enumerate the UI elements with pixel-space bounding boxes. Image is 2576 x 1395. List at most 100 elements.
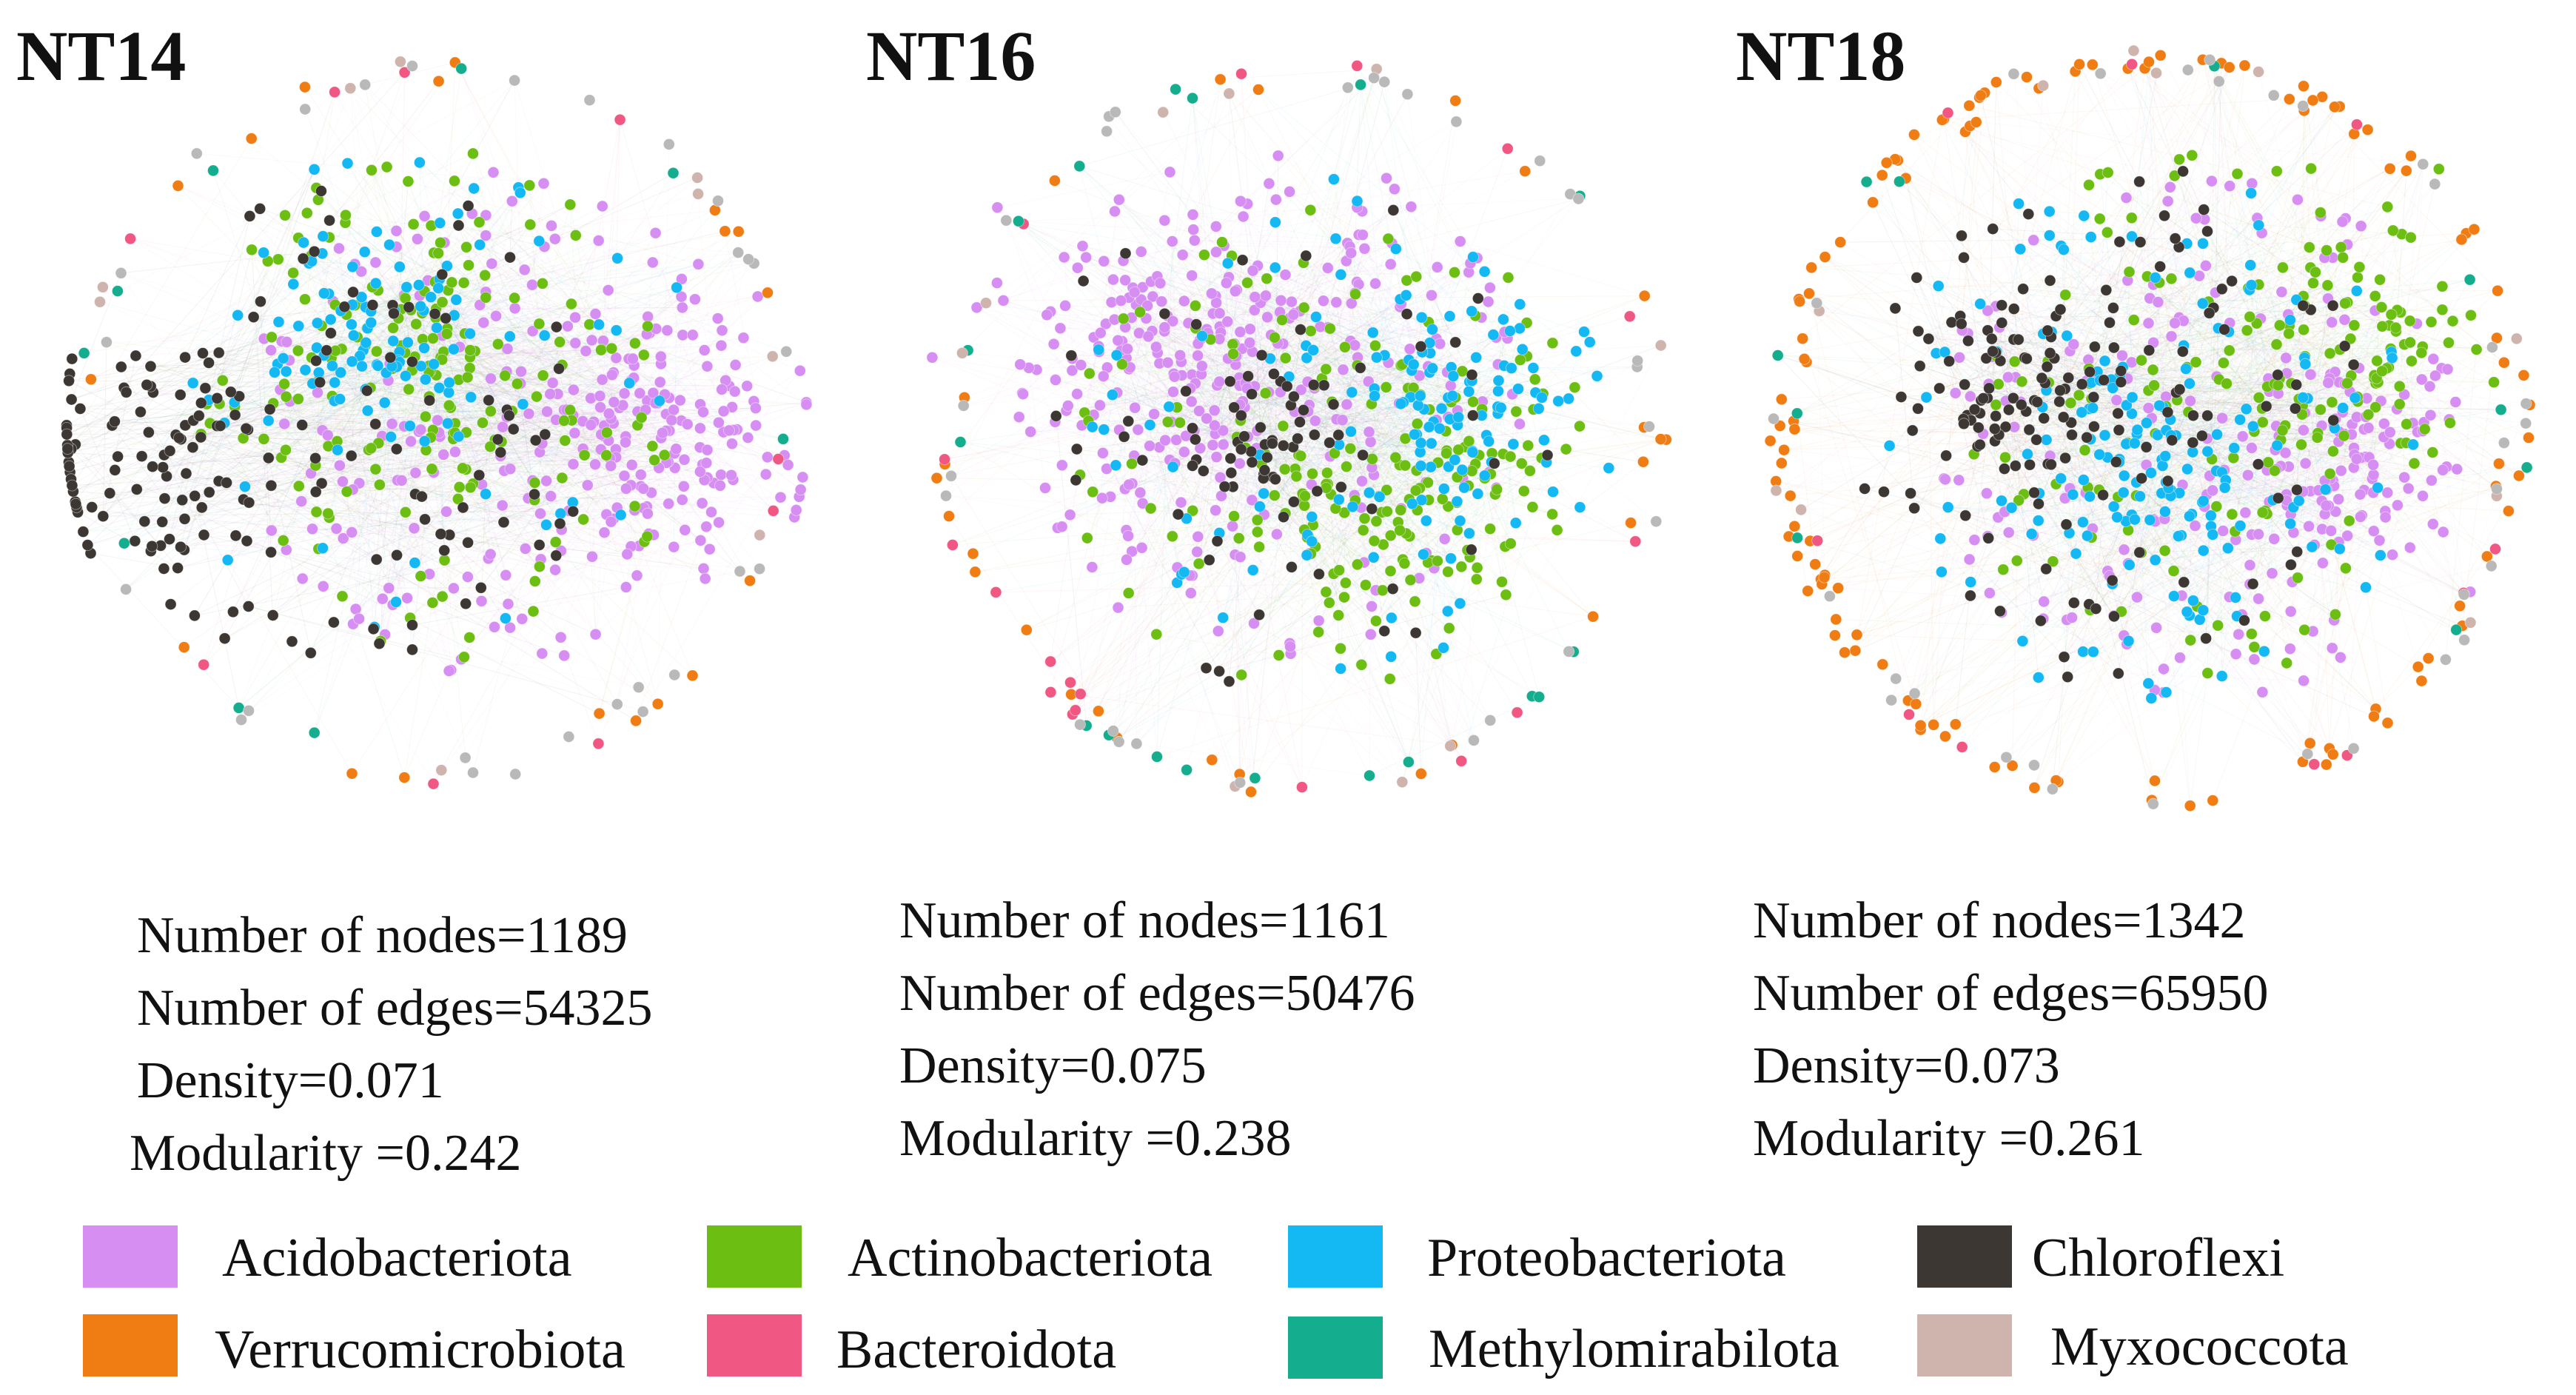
edge — [1175, 378, 1535, 464]
edge — [2162, 465, 2273, 501]
edge — [1081, 364, 1458, 504]
edge — [339, 465, 466, 758]
edge — [447, 423, 803, 478]
network-node — [427, 332, 439, 344]
network-node — [1455, 561, 1468, 573]
edge — [412, 357, 441, 650]
edge — [251, 250, 369, 450]
network-node — [1246, 456, 1258, 469]
edge — [1200, 198, 1579, 449]
edge — [2099, 454, 2133, 515]
edge — [1415, 494, 1496, 602]
edge — [532, 262, 654, 332]
edge — [463, 282, 682, 298]
network-node — [292, 392, 304, 405]
edge — [560, 522, 720, 552]
network-node — [1631, 355, 1644, 367]
network-node — [533, 539, 546, 551]
network-node — [218, 632, 231, 645]
edge — [271, 307, 366, 531]
network-node — [1294, 416, 1306, 428]
edge — [1182, 254, 1309, 536]
edge — [960, 441, 1062, 466]
network-node — [1415, 768, 1427, 780]
network-node — [1583, 336, 1596, 349]
network-node — [1122, 415, 1135, 427]
network-node — [1113, 193, 1125, 206]
network-node — [1141, 299, 1154, 312]
edge — [1354, 344, 1533, 697]
edge — [314, 472, 416, 733]
edge — [470, 486, 596, 635]
edge — [80, 408, 491, 412]
edge — [1003, 261, 1104, 301]
network-node — [315, 185, 327, 197]
edge — [1198, 563, 1319, 621]
network-node — [1189, 299, 1201, 312]
network-node — [432, 282, 445, 295]
edge — [1330, 405, 1419, 495]
edge — [178, 185, 429, 281]
edge — [1098, 430, 1195, 712]
network-node — [340, 209, 352, 221]
edge — [1070, 355, 1385, 632]
edge — [417, 238, 683, 335]
edge — [1399, 100, 1456, 466]
edge — [1005, 220, 1082, 426]
network-node — [1123, 478, 1136, 491]
edge — [272, 350, 336, 616]
edge — [1086, 257, 1311, 332]
edge — [1239, 463, 1264, 494]
edge — [68, 461, 491, 555]
network-node — [1252, 84, 1264, 96]
network-node — [1415, 437, 1427, 449]
network-node — [1198, 249, 1210, 261]
network-node — [1306, 511, 1318, 523]
edge — [2205, 63, 2222, 639]
edge — [424, 347, 661, 383]
edge — [525, 548, 618, 705]
network-node — [1234, 777, 1247, 789]
edge — [1466, 549, 1475, 740]
edge — [506, 326, 648, 418]
edge — [71, 421, 115, 486]
network-node — [1233, 458, 1246, 469]
network-node — [1195, 360, 1208, 372]
network-node — [677, 329, 689, 341]
network-node — [649, 227, 662, 239]
edge — [1258, 89, 1358, 283]
network-node — [406, 643, 418, 656]
network-node — [611, 252, 623, 264]
network-node — [324, 313, 337, 326]
network-node — [1117, 312, 1130, 325]
network-node — [1441, 605, 1454, 618]
network-node — [1574, 501, 1586, 513]
network-node — [1323, 597, 1335, 609]
network-node — [1249, 772, 1261, 784]
edge — [505, 575, 523, 619]
edge — [1289, 643, 1475, 741]
network-node — [794, 484, 807, 496]
network-node — [1335, 268, 1347, 281]
network-node — [345, 449, 358, 462]
edge — [1218, 506, 1261, 632]
edge — [269, 409, 543, 654]
network-node — [436, 268, 449, 281]
network-node — [654, 350, 667, 363]
network-node — [1341, 398, 1353, 411]
edge — [2272, 572, 2336, 615]
edge — [396, 432, 663, 449]
network-node — [991, 201, 1004, 214]
network-node — [406, 619, 418, 631]
network-node — [1109, 205, 1121, 218]
edge — [405, 298, 541, 514]
network-node — [1077, 275, 1090, 287]
edge — [1141, 251, 1548, 456]
network-node — [580, 345, 592, 358]
network-node — [492, 433, 504, 446]
edge — [1239, 461, 1644, 775]
edge — [281, 364, 378, 458]
edge — [396, 247, 510, 416]
edge — [1283, 343, 1499, 411]
network-node — [558, 415, 570, 426]
